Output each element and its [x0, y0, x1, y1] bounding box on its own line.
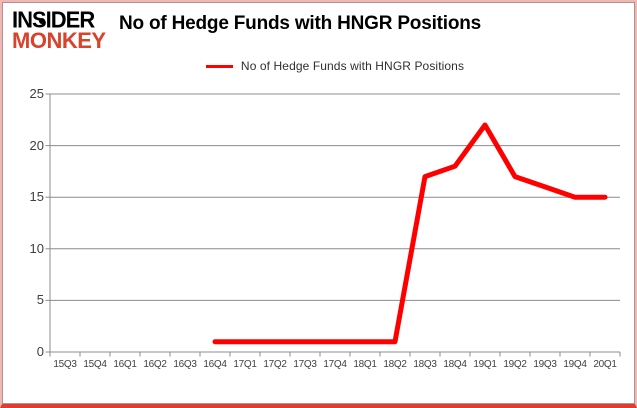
x-tick-label: 18Q1 — [353, 359, 377, 370]
x-tick-label: 19Q2 — [503, 359, 527, 370]
x-tick-label: 16Q4 — [203, 359, 227, 370]
logo-insider-text: INSIDER — [12, 6, 95, 33]
x-tick-label: 16Q3 — [173, 359, 197, 370]
x-tick-label: 19Q4 — [563, 359, 587, 370]
y-tick-label: 15 — [29, 189, 44, 205]
x-tick-label: 15Q4 — [83, 359, 107, 370]
x-tick-label: 16Q2 — [143, 359, 167, 370]
chart-title: No of Hedge Funds with HNGR Positions — [119, 13, 482, 34]
x-tick-label: 17Q1 — [233, 359, 257, 370]
x-tick-label: 17Q2 — [263, 359, 287, 370]
x-tick-label: 17Q4 — [323, 359, 347, 370]
insider-monkey-logo: INSIDER MONKEY — [12, 6, 120, 53]
monkey-eye-icon — [39, 18, 45, 24]
y-tick-label: 10 — [29, 240, 44, 256]
x-tick-label: 18Q3 — [413, 359, 437, 370]
y-tick-label: 20 — [29, 137, 44, 153]
x-tick-label: 19Q3 — [533, 359, 557, 370]
x-tick-label: 18Q2 — [383, 359, 407, 370]
legend: No of Hedge Funds with HNGR Positions — [50, 59, 620, 73]
legend-line-swatch — [205, 64, 233, 68]
legend-label: No of Hedge Funds with HNGR Positions — [240, 59, 465, 73]
x-tick-label: 15Q3 — [53, 359, 77, 370]
x-tick-label: 16Q1 — [113, 359, 137, 370]
y-tick-label: 5 — [36, 292, 44, 308]
y-tick-label: 0 — [36, 344, 44, 359]
logo-monkey-text: MONKEY — [12, 27, 106, 53]
x-tick-label: 19Q1 — [473, 359, 497, 370]
x-tick-label: 18Q4 — [443, 359, 467, 370]
x-tick-label: 20Q1 — [593, 359, 617, 370]
x-tick-label: 17Q3 — [293, 359, 317, 370]
y-tick-label: 25 — [29, 86, 44, 101]
